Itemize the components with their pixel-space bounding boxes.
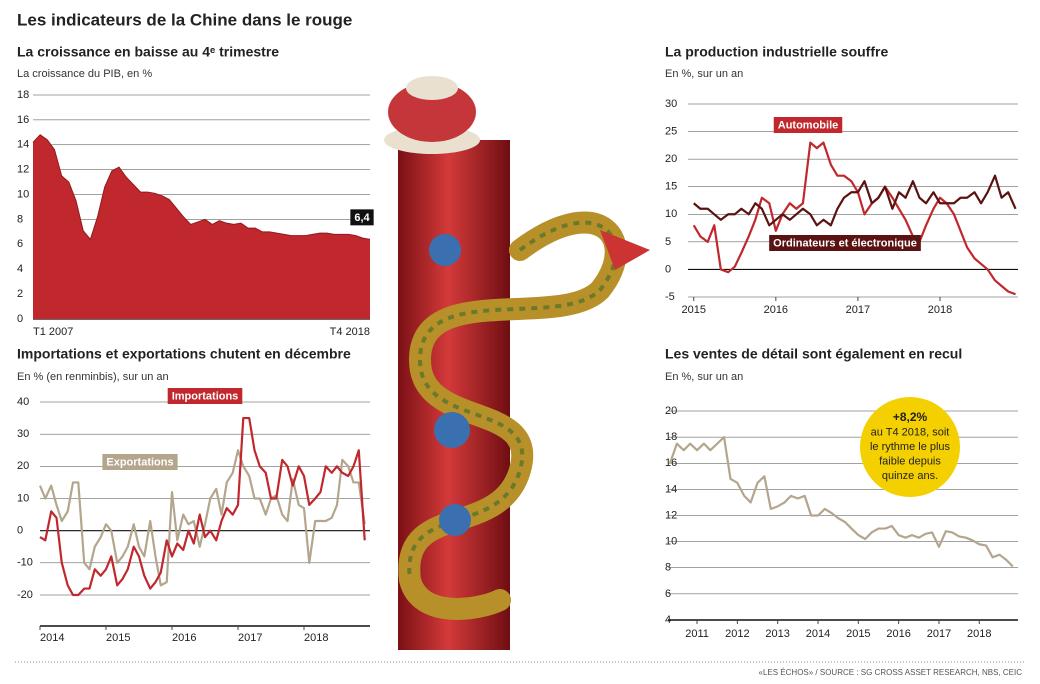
x-tick-label: 2014 — [40, 632, 64, 644]
source: «LES ÉCHOS» / SOURCE : SG CROSS ASSET RE… — [759, 668, 1023, 677]
chart-subtitle: En %, sur un an — [665, 68, 743, 80]
label-box — [773, 117, 843, 133]
y-tick-label: 5 — [665, 236, 671, 248]
area-fill — [33, 134, 370, 319]
lotus — [388, 82, 476, 142]
x-tick-label: 2015 — [682, 304, 706, 316]
x-tick-label: 2013 — [765, 628, 789, 640]
chart-subtitle: La croissance du PIB, en % — [17, 68, 152, 80]
y-tick-label: -20 — [17, 589, 33, 601]
annotation-text: le rythme le plus — [870, 441, 951, 453]
line — [38, 449, 366, 587]
chart-subtitle: En % (en renminbis), sur un an — [17, 371, 169, 383]
line — [692, 141, 1016, 296]
annotation-text: au T4 2018, soit — [871, 426, 950, 438]
x-tick-label: 2017 — [846, 304, 870, 316]
label-text: Ordinateurs et électronique — [773, 237, 917, 249]
x-tick-label: 2018 — [967, 628, 991, 640]
chart-title: Importations et exportations chutent en … — [17, 346, 351, 362]
label-text: Automobile — [778, 119, 839, 131]
annotation-bubble — [860, 397, 960, 497]
x-tick-label: 2014 — [806, 628, 830, 640]
y-tick-label: 30 — [17, 428, 29, 440]
cloud — [429, 234, 461, 266]
line — [693, 174, 1017, 227]
y-tick-label: 25 — [665, 125, 677, 137]
y-tick-label: 0 — [17, 313, 23, 325]
label-box — [167, 388, 243, 404]
x-tick-label: 2015 — [846, 628, 870, 640]
label-text: Importations — [172, 390, 239, 402]
y-tick-label: 20 — [17, 460, 29, 472]
y-tick-label: 8 — [17, 213, 23, 225]
chart-title: La production industrielle souffre — [665, 44, 888, 60]
chart-title: Les ventes de détail sont également en r… — [665, 346, 962, 362]
label-tag: Importations — [167, 388, 243, 404]
x-tick-label: T4 2018 — [330, 326, 370, 338]
label-tag: 6,4 — [350, 209, 374, 226]
label-tag: Automobile — [773, 117, 843, 133]
x-tick-label: 2016 — [886, 628, 910, 640]
cloud — [434, 412, 470, 448]
label-box — [350, 209, 374, 226]
y-tick-label: -10 — [17, 557, 33, 569]
y-tick-label: 20 — [665, 153, 677, 165]
y-tick-label: 30 — [665, 98, 677, 110]
dragon-head — [600, 230, 650, 270]
label-tag: Ordinateurs et électronique — [769, 235, 921, 251]
label-tag: Exportations — [102, 454, 178, 470]
y-tick-label: 14 — [17, 139, 29, 151]
label-text: 6,4 — [354, 212, 370, 224]
x-tick-label: 2016 — [172, 632, 196, 644]
x-tick-label: 2016 — [764, 304, 788, 316]
y-tick-label: 10 — [17, 492, 29, 504]
x-tick-label: 2017 — [927, 628, 951, 640]
label-box — [769, 235, 921, 251]
y-tick-label: 18 — [17, 89, 29, 101]
line — [668, 436, 1014, 568]
annotation-text: faible depuis — [879, 455, 941, 467]
y-tick-label: 10 — [17, 188, 29, 200]
y-tick-label: 40 — [17, 396, 29, 408]
x-tick-label: 2012 — [725, 628, 749, 640]
y-tick-label: 12 — [17, 164, 29, 176]
chart-title: La croissance en baisse au 4ᵉ trimestre — [17, 44, 279, 60]
dragon-illustration — [384, 76, 650, 650]
label-text: Exportations — [106, 456, 173, 468]
label-box — [102, 454, 178, 470]
y-tick-label: 15 — [665, 181, 677, 193]
y-tick-label: -5 — [665, 291, 675, 303]
lotus-top — [406, 76, 458, 100]
line — [39, 416, 366, 597]
x-tick-label: 2018 — [928, 304, 952, 316]
y-tick-label: 6 — [17, 238, 23, 250]
y-tick-label: 0 — [665, 263, 671, 275]
annotation-text: +8,2% — [893, 410, 928, 424]
cloud — [439, 504, 471, 536]
x-tick-label: 2015 — [106, 632, 130, 644]
y-tick-label: 2 — [17, 288, 23, 300]
y-tick-label: 16 — [17, 114, 29, 126]
x-tick-label: 2018 — [304, 632, 328, 644]
y-tick-label: 0 — [17, 525, 23, 537]
chart-subtitle: En %, sur un an — [665, 371, 743, 383]
annotation-text: quinze ans. — [882, 470, 938, 482]
x-tick-label: T1 2007 — [33, 326, 73, 338]
main-title: Les indicateurs de la Chine dans le roug… — [17, 10, 352, 29]
x-tick-label: 2017 — [238, 632, 262, 644]
y-tick-label: 4 — [17, 263, 23, 275]
y-tick-label: 10 — [665, 208, 677, 220]
area-edge — [32, 134, 371, 241]
x-tick-label: 2011 — [685, 628, 709, 640]
